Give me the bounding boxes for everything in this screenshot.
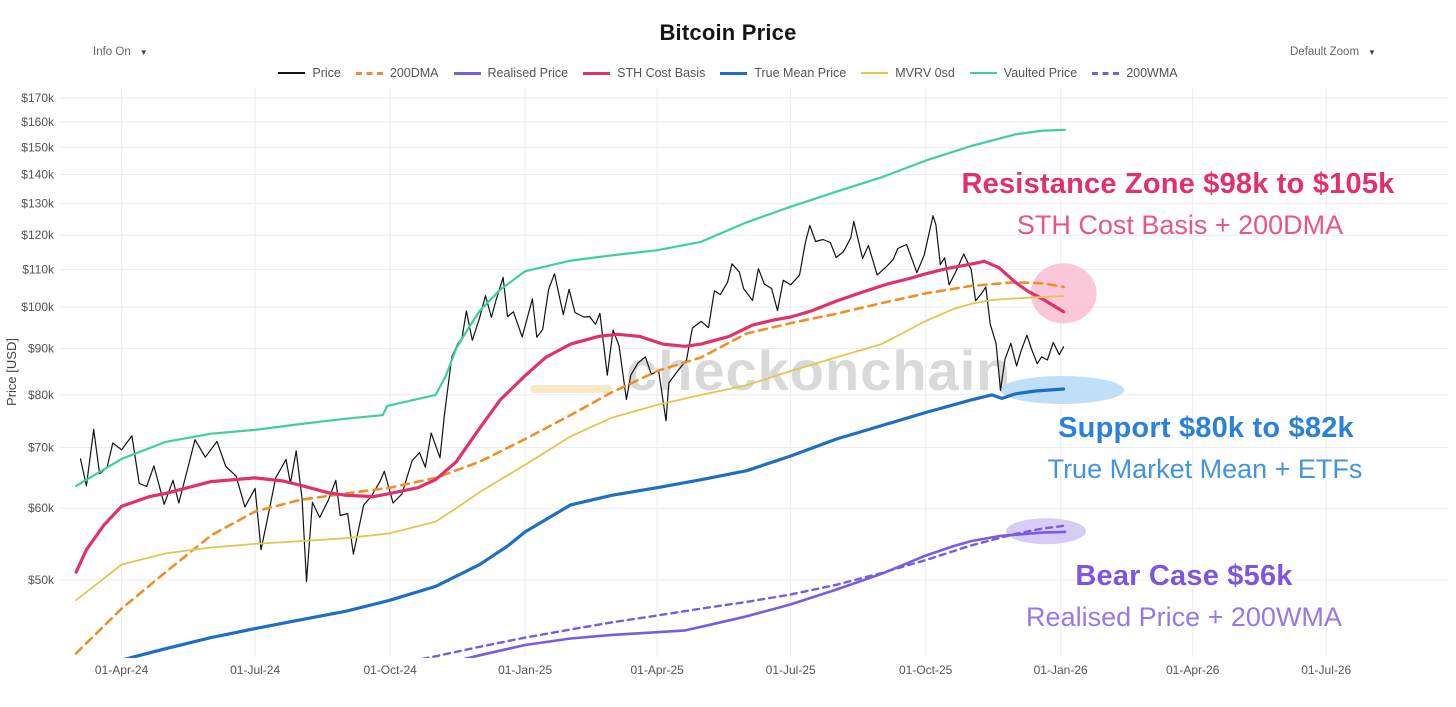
annotation-support-title: Support $80k to $82k [1058, 412, 1354, 444]
chart-legend: Price 200DMA Realised Price STH Cost Basis T… [0, 66, 1456, 80]
x-tick-label: 01-Jan-25 [498, 663, 552, 677]
y-tick-label: $120k [21, 228, 55, 242]
x-tick-label: 01-Apr-26 [1166, 663, 1220, 677]
legend-swatch [1092, 71, 1120, 75]
y-tick-label: $70k [28, 440, 55, 454]
annotation-bear-title: Bear Case $56k [1075, 560, 1293, 592]
series-sth-cost-basis [74, 259, 1066, 574]
chevron-down-icon: ▼ [1368, 47, 1376, 57]
info-on-label: Info On [93, 46, 131, 58]
y-tick-label: $160k [21, 115, 55, 129]
annotation-resistance-subtitle: STH Cost Basis + 200DMA [1016, 210, 1344, 240]
legend-label: STH Cost Basis [617, 66, 706, 80]
x-tick-label: 01-Jul-24 [230, 663, 280, 677]
series-price [79, 215, 1065, 583]
default-zoom-dropdown[interactable]: Default Zoom ▼ [1290, 46, 1376, 58]
annotation-resistance-title: Resistance Zone $98k to $105k [961, 168, 1395, 200]
bear-zone-highlight [1006, 518, 1086, 545]
y-tick-label: $130k [21, 197, 55, 211]
y-tick-label: $60k [28, 501, 55, 515]
y-axis-title: Price [USD] [4, 338, 19, 406]
series-mvrv-0sd [75, 295, 1065, 602]
legend-item-vaulted-price[interactable]: Vaulted Price [969, 66, 1078, 80]
legend-swatch [583, 71, 611, 75]
x-tick-label: 01-Jan-26 [1034, 663, 1088, 677]
y-tick-label: $80k [28, 388, 55, 402]
y-tick-label: $100k [21, 300, 55, 314]
legend-item-200wma[interactable]: 200WMA [1092, 66, 1178, 80]
x-tick-label: 01-Apr-24 [95, 663, 149, 677]
y-tick-label: $110k [22, 262, 55, 276]
legend-item-sth-cost-basis[interactable]: STH Cost Basis [583, 66, 705, 80]
page-title: Bitcoin Price [659, 20, 797, 45]
series-vaulted-price [74, 128, 1067, 487]
legend-item-price[interactable]: Price [278, 66, 341, 80]
x-tick-label: 01-Oct-24 [363, 663, 417, 677]
legend-item-true-mean-price[interactable]: True Mean Price [720, 66, 846, 80]
annotation-support-subtitle: True Market Mean + ETFs [1047, 454, 1363, 484]
legend-swatch [453, 71, 481, 75]
x-tick-label: 01-Jul-25 [766, 663, 816, 677]
legend-label: Realised Price [487, 66, 569, 80]
legend-label: 200WMA [1126, 66, 1178, 80]
x-tick-label: 01-Apr-25 [630, 663, 684, 677]
legend-swatch [969, 72, 997, 74]
legend-label: MVRV 0sd [895, 66, 955, 80]
legend-swatch [861, 72, 889, 74]
y-tick-label: $150k [21, 140, 55, 154]
series-true-mean-price [123, 387, 1066, 658]
y-tick-label: $50k [28, 573, 55, 587]
chevron-down-icon: ▼ [139, 47, 148, 57]
y-tick-label: $140k [21, 167, 55, 181]
series-200wma [420, 524, 1067, 658]
legend-swatch [355, 71, 383, 75]
legend-item-200dma[interactable]: 200DMA [355, 66, 439, 80]
watermark-logo-bar [530, 384, 612, 393]
legend-item-realised-price[interactable]: Realised Price [453, 66, 569, 80]
x-tick-label: 01-Oct-25 [899, 663, 953, 677]
series-realised-price [462, 530, 1067, 658]
legend-label: Price [312, 66, 341, 80]
legend-swatch [720, 71, 748, 75]
legend-item-mvrv-0sd[interactable]: MVRV 0sd [861, 66, 955, 80]
default-zoom-label: Default Zoom [1290, 46, 1360, 58]
legend-swatch [278, 72, 306, 74]
series-200dma [74, 280, 1065, 655]
annotation-bear-subtitle: Realised Price + 200WMA [1026, 602, 1342, 632]
info-on-dropdown[interactable]: Info On ▼ [93, 46, 148, 58]
legend-label: 200DMA [389, 66, 439, 80]
resistance-zone-highlight [1030, 263, 1097, 324]
x-tick-label: 01-Jul-26 [1301, 663, 1351, 677]
y-tick-label: $170k [21, 91, 55, 105]
watermark-text: checkonchain [626, 339, 1012, 402]
y-tick-label: $90k [28, 342, 55, 356]
legend-label: Vaulted Price [1003, 66, 1078, 80]
watermark: checkonchain [530, 338, 1011, 403]
legend-label: True Mean Price [754, 66, 847, 80]
